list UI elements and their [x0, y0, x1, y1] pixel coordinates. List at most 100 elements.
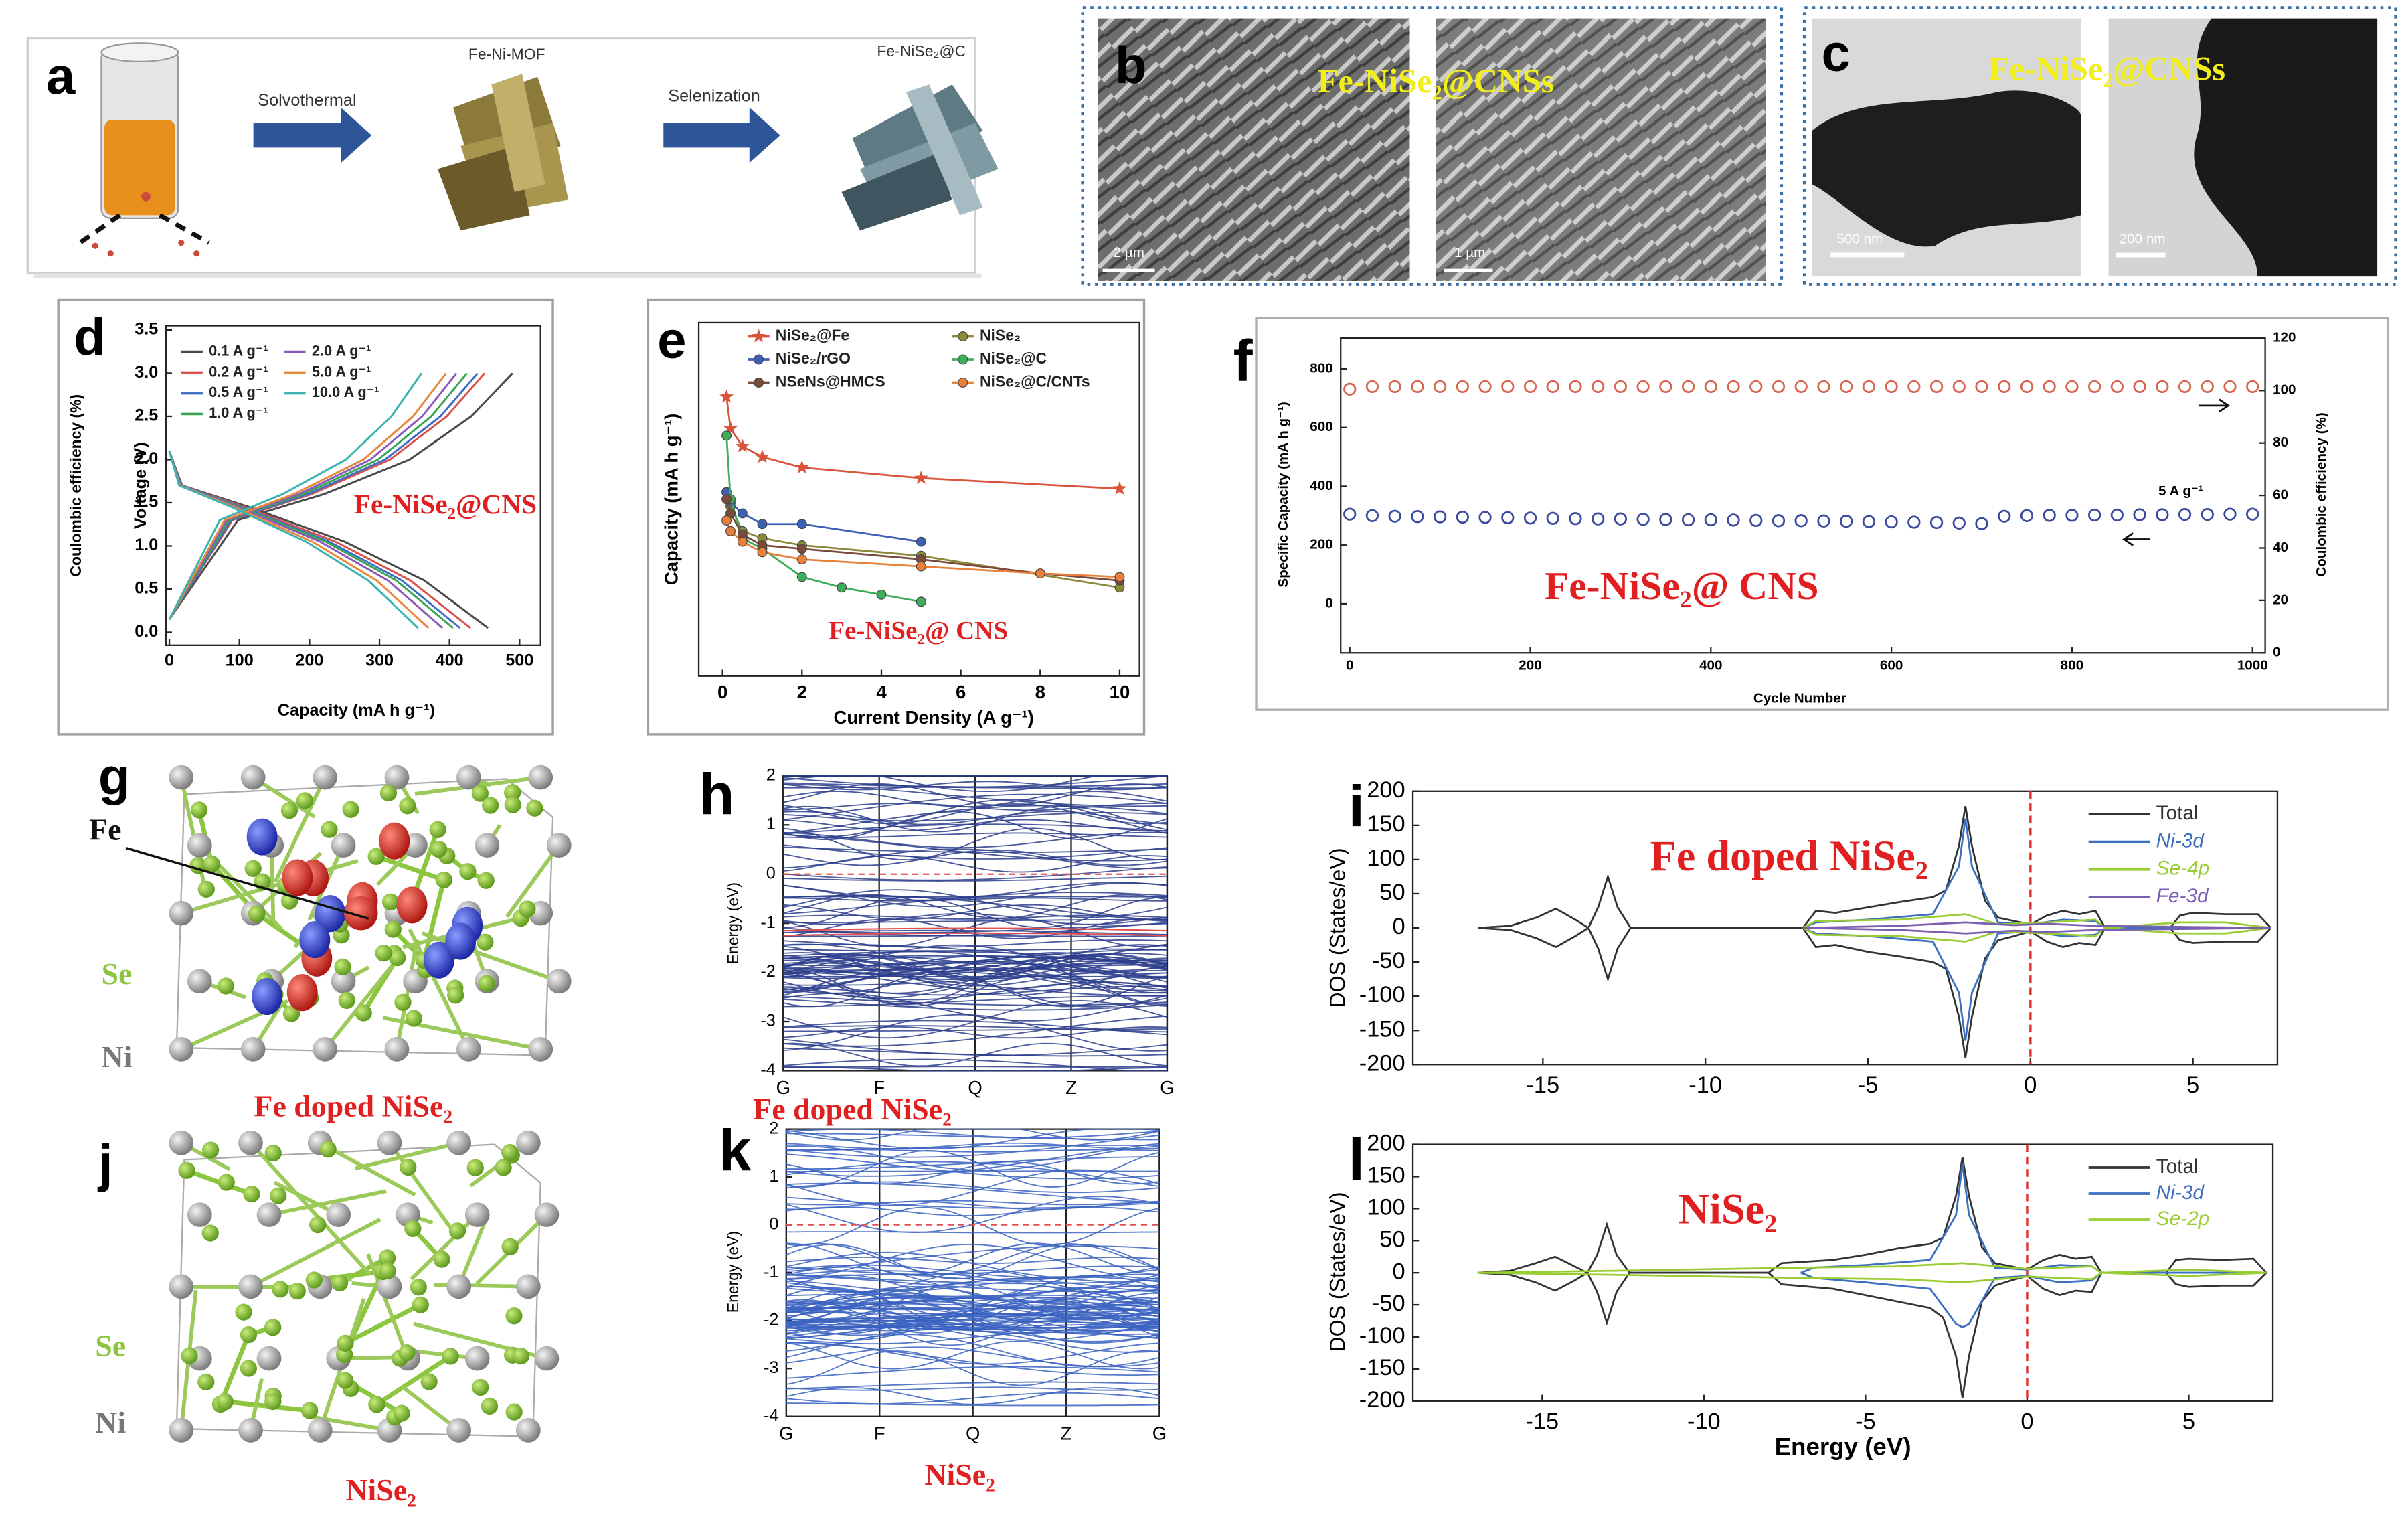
band-line	[783, 811, 1168, 825]
y-tick-label: 3.0	[135, 363, 158, 382]
panel-frame	[647, 298, 1146, 736]
se-atom	[400, 1158, 417, 1176]
y-tick-label: -3	[764, 1358, 778, 1377]
se-atom	[190, 801, 208, 819]
marker	[916, 536, 926, 547]
se-atom	[282, 1005, 300, 1022]
point	[1929, 380, 1944, 394]
panel-frame	[1802, 6, 2397, 286]
band-line	[786, 1273, 1160, 1285]
point	[1478, 511, 1492, 524]
y2-tick-label: 20	[2273, 592, 2288, 607]
se-atom	[378, 1249, 396, 1267]
ni-atom	[313, 1036, 337, 1062]
y2-axis-label: Coulombic efficiency (%)	[2314, 412, 2329, 576]
point	[1681, 513, 1695, 527]
y-tick-label: 0	[1392, 914, 1405, 939]
bond	[375, 1354, 452, 1407]
x-axis-label: Cycle Number	[1753, 691, 1846, 706]
se-atom	[526, 799, 543, 817]
bond	[323, 959, 398, 1051]
band-line	[783, 866, 1167, 881]
band-line	[783, 927, 1167, 932]
ni-atom	[516, 1418, 541, 1443]
band-line	[783, 995, 1167, 1006]
se-atom	[338, 991, 355, 1009]
x-tick-label: -10	[1689, 1072, 1722, 1098]
panel-label: h	[699, 762, 734, 827]
band-line	[783, 855, 1167, 873]
band-line	[783, 823, 1167, 835]
band-line	[786, 1277, 1160, 1293]
se-atom	[389, 949, 406, 967]
band-line	[783, 922, 1168, 937]
line	[1477, 1157, 2267, 1274]
band-line	[783, 969, 1167, 987]
band-line	[786, 1161, 1160, 1185]
point	[1885, 515, 1898, 529]
line	[168, 372, 458, 620]
se-atom	[321, 821, 338, 838]
band-line	[783, 875, 1167, 882]
point	[2201, 380, 2214, 394]
se-atom	[248, 905, 266, 922]
se-atom	[270, 1187, 287, 1204]
band-line	[786, 1285, 1160, 1318]
panel-b: b Fe-NiSe₂@CNSs 2 µm 1 µm	[1081, 6, 1784, 286]
band-line	[786, 1331, 1160, 1345]
unit-cell	[175, 778, 554, 1056]
y-axis-label: Specific Capacity (mA h g⁻¹)	[1276, 402, 1291, 587]
x-axis-label: Capacity (mA h g⁻¹)	[278, 701, 435, 720]
se-atom	[495, 1159, 512, 1176]
point	[2065, 380, 2079, 394]
band-line	[786, 1314, 1160, 1340]
se-atom	[420, 1373, 438, 1390]
x-tick-label: 8	[1035, 681, 1045, 702]
se-atom	[264, 1144, 282, 1162]
band-line	[783, 849, 1168, 866]
crystals	[169, 765, 572, 1443]
x-tick-label: 0	[2024, 1072, 2037, 1098]
product-label: Fe-Ni-MOF	[468, 46, 545, 63]
line	[1802, 927, 2271, 1041]
ni-atom	[326, 1202, 351, 1227]
se-atom	[216, 1393, 234, 1411]
se-atom	[519, 900, 536, 918]
x-tick-label: 300	[365, 651, 394, 669]
image-title: Fe-NiSe₂@CNSs	[1318, 62, 1555, 100]
marker	[755, 449, 770, 463]
point	[1523, 511, 1537, 525]
marker	[719, 389, 734, 403]
se-atom	[481, 1397, 499, 1415]
legend-label: Fe-3d	[2156, 885, 2209, 907]
bond	[395, 939, 420, 1050]
chart: k -4 -3 -2 -1 0 1 2 Energy (eV) NiSe₂ G F Q Z G	[719, 1119, 1167, 1492]
beaker-lid	[100, 42, 179, 62]
ni-atom	[456, 1036, 481, 1062]
y-axis-label: Capacity (mA h g⁻¹)	[661, 414, 681, 586]
marker	[794, 460, 809, 474]
point	[1343, 507, 1357, 521]
panel-frame	[1255, 317, 2389, 711]
band-line	[783, 803, 1167, 811]
y-tick-label: 0	[1392, 1259, 1405, 1284]
point	[2087, 380, 2101, 394]
band-line	[783, 848, 1167, 870]
band-line	[786, 1328, 1160, 1353]
se-atom	[501, 1238, 519, 1255]
band-line	[786, 1323, 1160, 1329]
y-tick-label: -4	[760, 1060, 775, 1079]
band-line	[783, 894, 1168, 922]
charge-density	[396, 886, 428, 924]
band-line	[783, 949, 1167, 975]
point	[1952, 516, 1966, 530]
band-line	[786, 1201, 1160, 1210]
y2-tick-label: 40	[2273, 540, 2288, 555]
bond	[422, 931, 560, 983]
x-tick-label: 2	[797, 681, 807, 702]
band-line	[786, 1153, 1160, 1180]
se-atom	[203, 855, 220, 873]
zoom-lines	[78, 213, 210, 245]
band-line	[783, 969, 1167, 997]
